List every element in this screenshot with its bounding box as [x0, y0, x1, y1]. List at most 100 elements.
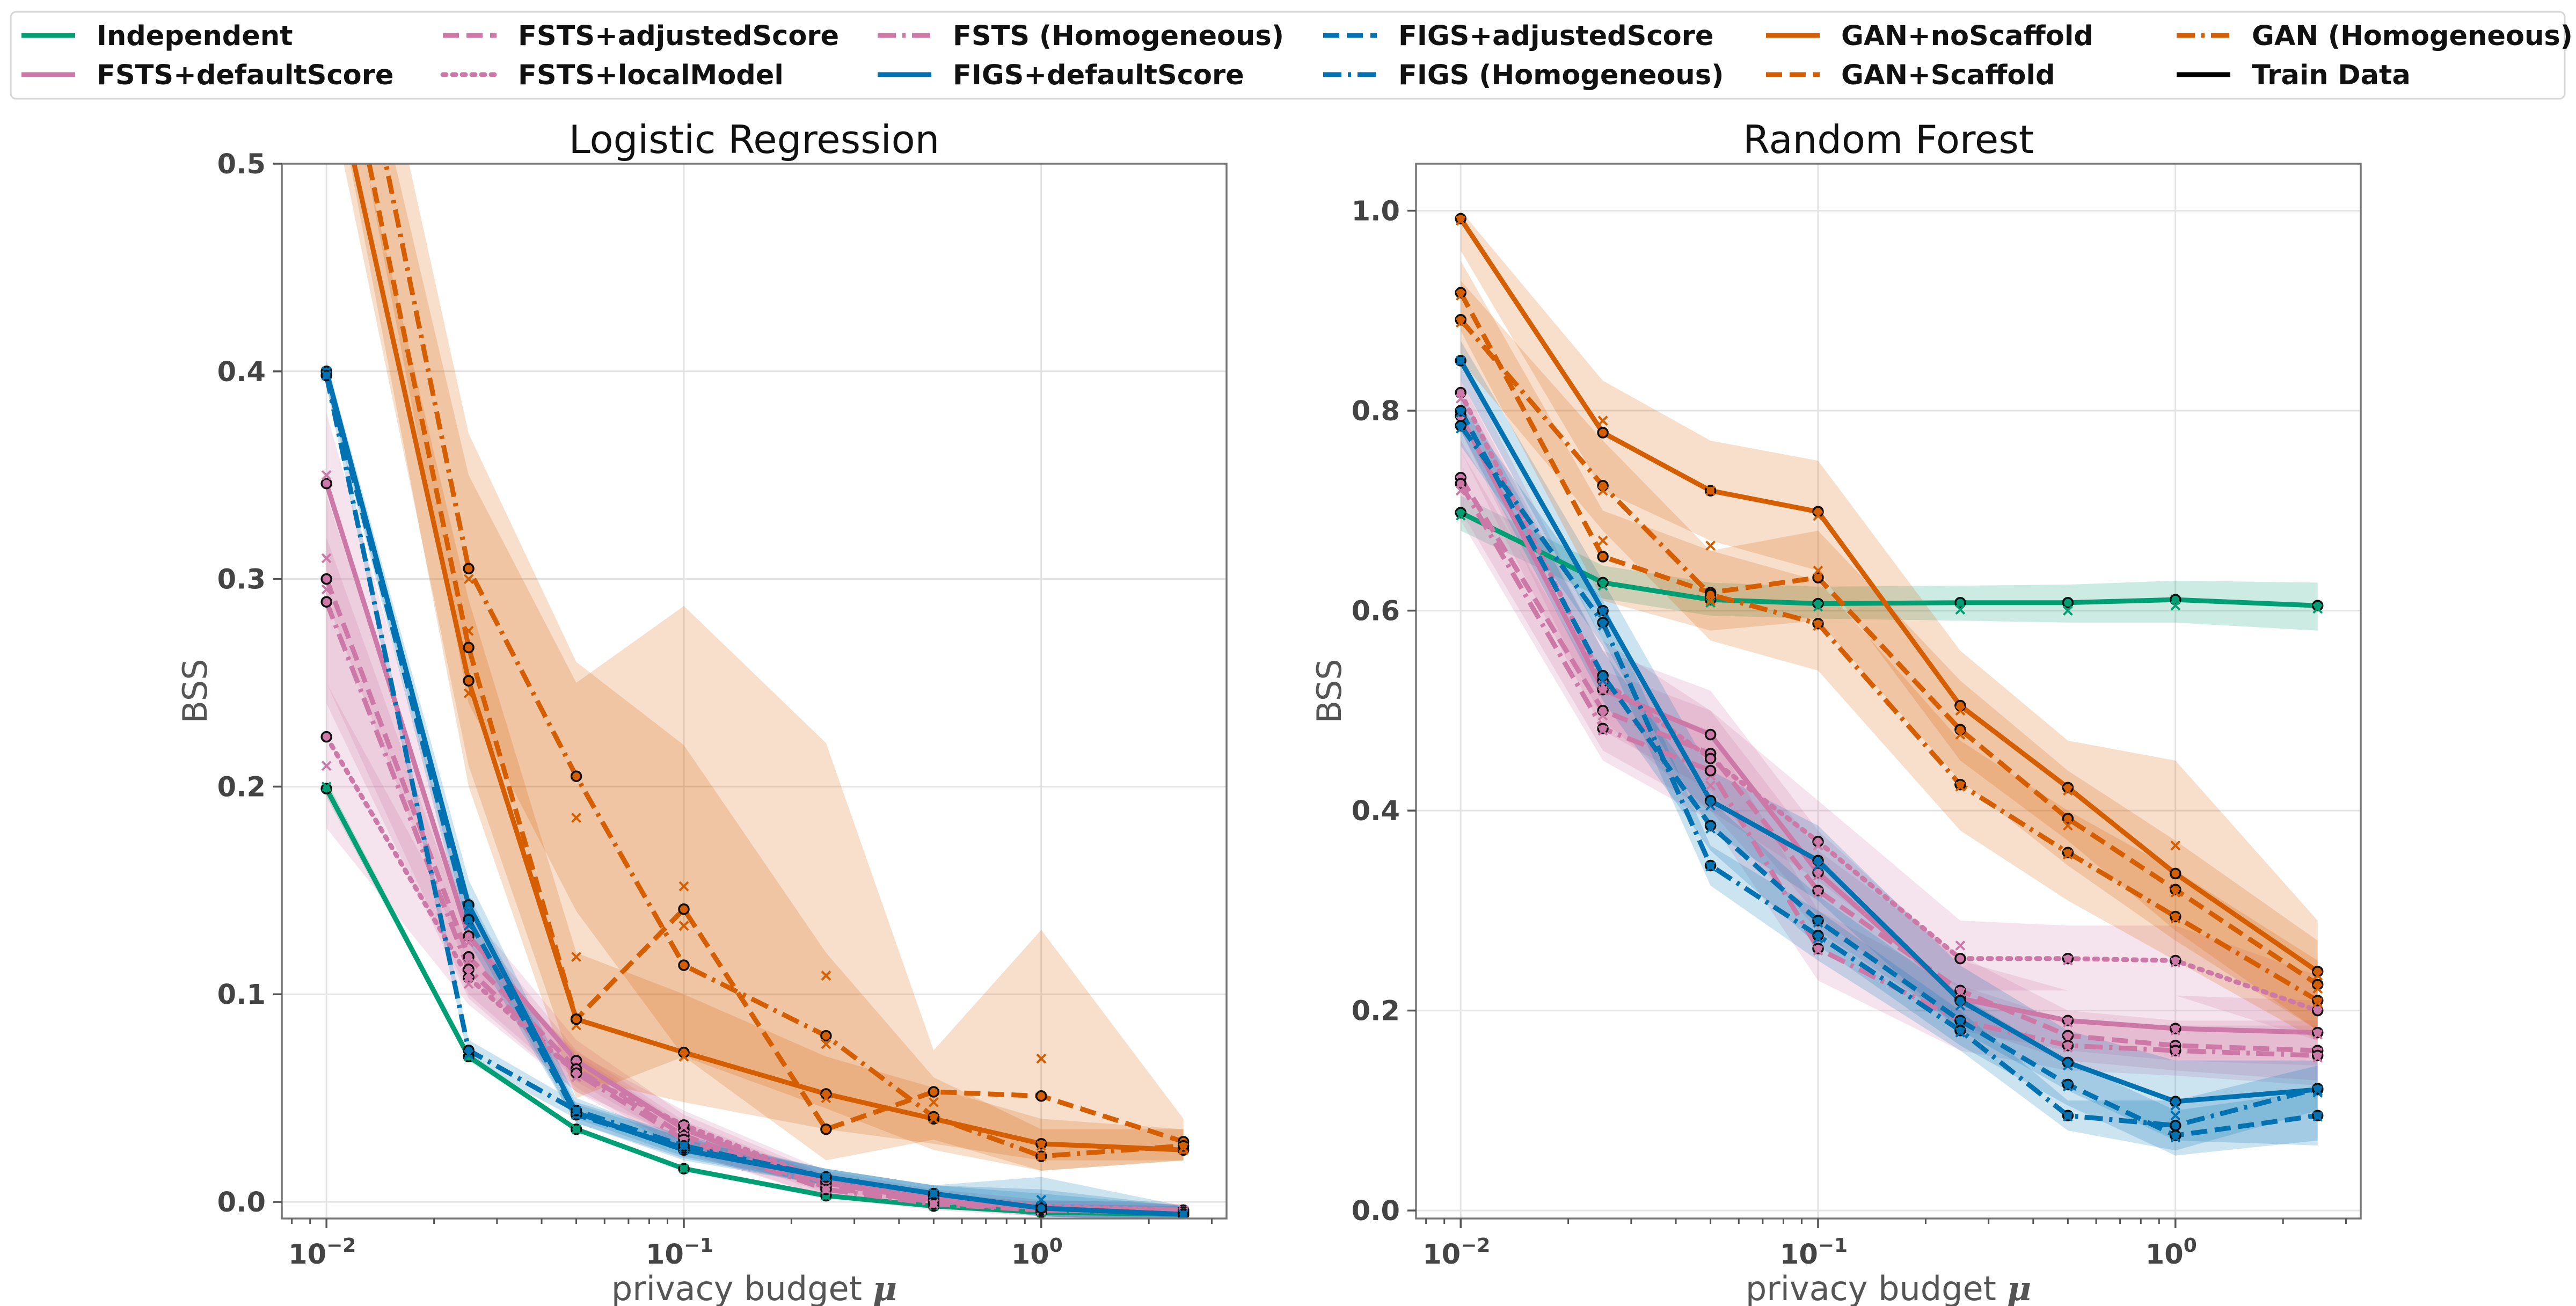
point-figs-adjustedscore [1704, 820, 1717, 831]
x-tick-label: 10−2 [1422, 1235, 1490, 1271]
xmark-fsts-localmodel [321, 761, 332, 771]
xmark-figs-homogeneous [571, 1105, 581, 1116]
point-gan-homogeneous [1954, 778, 1966, 791]
y-tick-label: 0.3 [217, 564, 266, 596]
point-fsts-defaultscore [1812, 866, 1824, 879]
y-tick-label: 0.2 [217, 771, 266, 803]
point-figs-adjustedscore [1812, 915, 1824, 926]
legend-item-independent: Independent [21, 20, 293, 52]
x-tick-label: 10−1 [1780, 1235, 1848, 1271]
xmark-figs-homogeneous [1178, 1209, 1189, 1219]
y-tick-label: 0.2 [1352, 996, 1400, 1027]
point-fsts-localmodel [2062, 952, 2074, 965]
point-fsts-homogeneous [2170, 1045, 2181, 1056]
series-line-gan-scaffold [1458, 291, 2319, 987]
x-tick-base: 10 [1011, 1239, 1049, 1271]
plot-frame [281, 163, 1228, 1220]
xmark-fsts-adjustedscore [1955, 987, 1966, 998]
xmark-gan-noscaffold [678, 1051, 689, 1062]
xmark-figs-homogeneous [1705, 861, 1716, 872]
x-tick-label: 10−2 [288, 1235, 356, 1271]
point-fsts-homogeneous [1812, 943, 1824, 954]
point-gan-homogeneous [2062, 847, 2074, 859]
xmark-figs-homogeneous [1036, 1194, 1047, 1205]
xmark-figs-adjustedscore [463, 921, 474, 931]
series-line-independent [1460, 510, 2318, 608]
xmark-independent [2062, 605, 2073, 616]
legend-label: FSTS+localModel [518, 60, 784, 91]
xmark-fsts-homogeneous [2062, 1042, 2073, 1053]
point-fsts-homogeneous [1455, 478, 1466, 490]
legend-label: GAN+noScaffold [1841, 20, 2093, 52]
plot-area [1455, 210, 2324, 1156]
xmark-gan-noscaffold [1813, 510, 1823, 521]
y-axis-ticks: 0.0 0.1 0.2 0.3 0.4 0.5 [217, 149, 282, 1219]
xmark-gan-homogeneous [1955, 781, 1966, 792]
point-gan-homogeneous [678, 959, 690, 971]
y-tick-label: 0.8 [1352, 396, 1400, 427]
point-gan-scaffold [463, 641, 475, 654]
point-gan-scaffold [570, 1013, 582, 1025]
legend-label: FIGS+defaultScore [953, 60, 1244, 91]
point-fsts-adjustedscore [1597, 705, 1609, 717]
xmark-independent [1705, 597, 1716, 608]
legend-item-fsts-homogeneous: FSTS (Homogeneous) [878, 20, 1284, 52]
legend-label: FIGS+adjustedScore [1398, 20, 1713, 52]
y-tick-label: 0.0 [217, 1187, 266, 1219]
xmark-gan-scaffold [1455, 290, 1466, 301]
point-figs-defaultscore [1597, 604, 1609, 617]
band-gan-homogeneous [1461, 280, 2318, 1041]
xmark-fsts-homogeneous [571, 1072, 581, 1083]
xmark-figs-homogeneous [1813, 933, 1823, 944]
xmark-fsts-homogeneous [1705, 780, 1716, 791]
legend-label: GAN (Homogeneous) [2252, 20, 2573, 52]
xmark-fsts-defaultscore [463, 937, 474, 947]
xmark-figs-homogeneous [2062, 1111, 2073, 1122]
point-gan-noscaffold [463, 675, 475, 687]
xmark-gan-homogeneous [928, 1113, 939, 1124]
point-fsts-defaultscore [2062, 1015, 2074, 1026]
point-figs-defaultscore [1812, 855, 1824, 866]
legend-frame [10, 11, 2566, 100]
xmark-fsts-homogeneous [1813, 945, 1823, 956]
point-figs-defaultscore [2062, 1056, 2074, 1069]
series-line-figs-homogeneous [1458, 424, 2318, 1128]
xmark-gan-homogeneous [571, 813, 581, 823]
xmark-gan-scaffold [678, 881, 689, 892]
legend-label: GAN+Scaffold [1841, 60, 2055, 91]
xmark-figs-adjustedscore [2170, 1132, 2181, 1143]
x-axis-label-text: privacy budget [1746, 1269, 1996, 1306]
xmark-gan-scaffold [571, 952, 581, 962]
xmark-gan-scaffold [1955, 729, 1966, 740]
point-fsts-defaultscore [320, 477, 332, 490]
x-tick-base: 10 [2146, 1239, 2184, 1271]
chart-title: Logistic Regression [569, 117, 940, 162]
series-line-fsts-homogeneous [324, 601, 1184, 1215]
xmark-fsts-adjustedscore [1813, 887, 1823, 898]
xmark-figs-defaultscore [2170, 1100, 2181, 1111]
xmark-fsts-localmodel [2170, 957, 2181, 968]
xmark-fsts-localmodel [1455, 393, 1466, 404]
xmark-figs-homogeneous [463, 1049, 474, 1060]
xmark-fsts-localmodel [2062, 955, 2073, 966]
point-independent [1597, 577, 1609, 589]
x-axis-label-symbol: μ [2007, 1269, 2031, 1306]
point-gan-scaffold [928, 1086, 940, 1098]
xmark-gan-noscaffold [1955, 705, 1966, 716]
xmark-fsts-defaultscore [1813, 870, 1823, 881]
xmark-gan-homogeneous [1597, 485, 1608, 496]
point-figs-homogeneous [1035, 1202, 1047, 1214]
point-gan-noscaffold [2062, 782, 2074, 793]
point-figs-adjustedscore [2062, 1078, 2074, 1091]
x-tick-base: 10 [1780, 1239, 1818, 1271]
point-gan-homogeneous [820, 1030, 832, 1042]
series-line-fsts-localmodel [1458, 390, 2320, 1013]
x-tick-exponent: −2 [326, 1235, 356, 1257]
xmark-fsts-adjustedscore [321, 553, 332, 564]
xmark-figs-adjustedscore [1705, 823, 1716, 834]
series-line-gan-noscaffold [1458, 217, 2319, 974]
xmark-independent [678, 1163, 689, 1174]
xmark-figs-defaultscore [1455, 355, 1466, 366]
